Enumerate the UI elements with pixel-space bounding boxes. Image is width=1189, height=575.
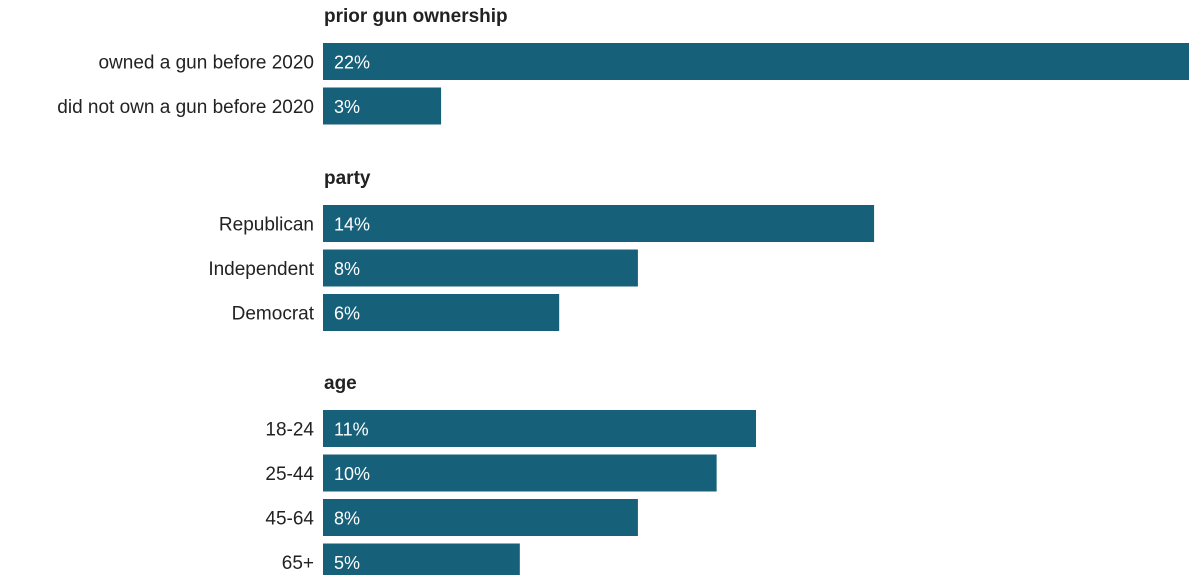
bar-45-64 xyxy=(323,499,638,536)
category-label: Republican xyxy=(219,215,314,236)
category-label: Democrat xyxy=(232,304,315,325)
category-label: 25-44 xyxy=(265,464,314,485)
value-label: 8% xyxy=(334,509,360,529)
value-label: 14% xyxy=(334,215,370,235)
bar-18-24 xyxy=(323,410,756,447)
bar-owned-a-gun-before-2020 xyxy=(323,43,1189,80)
category-label: did not own a gun before 2020 xyxy=(57,97,314,118)
bar-65 xyxy=(323,543,520,575)
group-age: age 18-24 11% 25-44 10% 45-64 8% 65+ 5% xyxy=(265,373,756,575)
group-title: party xyxy=(324,168,371,189)
value-label: 6% xyxy=(334,304,360,324)
bar-independent xyxy=(323,249,638,287)
category-label: Independent xyxy=(208,259,314,280)
category-label: 45-64 xyxy=(265,509,314,530)
value-label: 10% xyxy=(334,464,370,484)
value-label: 5% xyxy=(334,553,360,573)
category-label: owned a gun before 2020 xyxy=(98,53,314,74)
value-label: 8% xyxy=(334,259,360,279)
group-title: prior gun ownership xyxy=(324,6,508,27)
value-label: 11% xyxy=(334,420,369,440)
value-label: 3% xyxy=(334,97,360,117)
category-label: 65+ xyxy=(282,553,314,574)
bar-25-44 xyxy=(323,454,717,492)
bar-democrat xyxy=(323,294,560,331)
group-party: party Republican 14% Independent 8% Democrat 6… xyxy=(208,168,875,331)
value-label: 22% xyxy=(334,53,370,73)
category-label: 18-24 xyxy=(265,420,314,441)
group-prior-gun-ownership: prior gun ownership owned a gun before 20… xyxy=(57,6,1189,125)
group-title: age xyxy=(324,373,357,394)
bar-republican xyxy=(323,205,875,242)
bar-did-not-own-a-gun-before-2020 xyxy=(323,87,442,125)
